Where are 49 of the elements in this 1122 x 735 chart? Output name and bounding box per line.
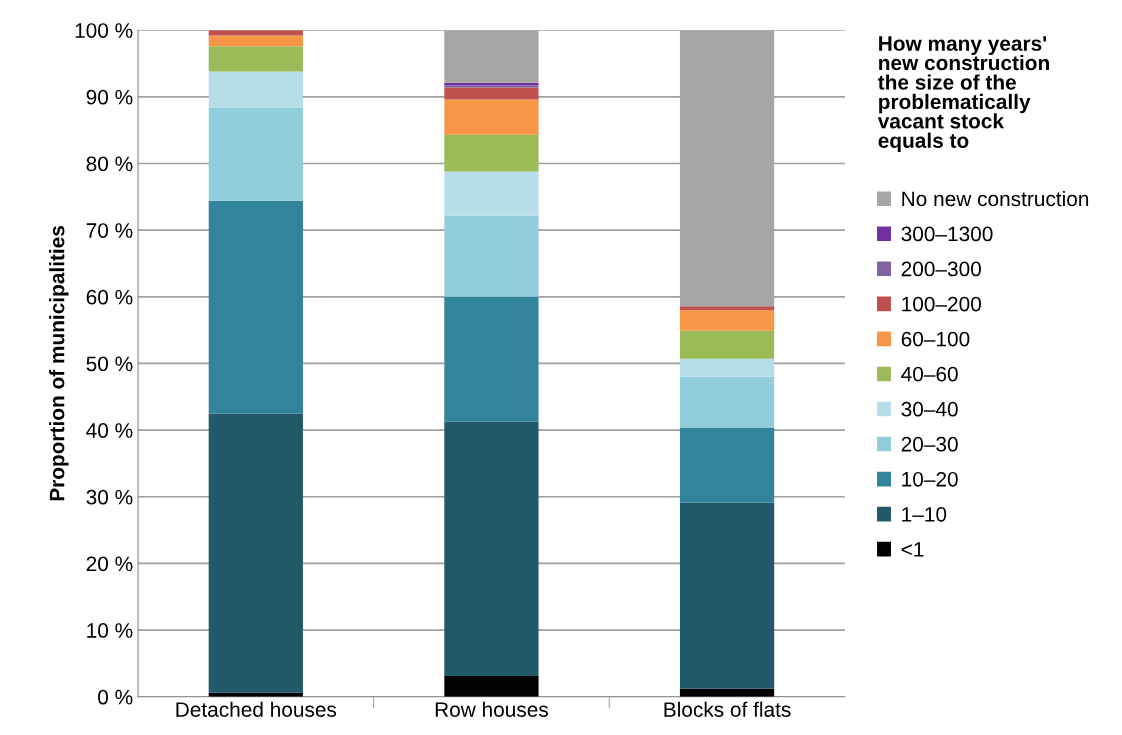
y-tick-label: 60 % [86, 289, 133, 305]
legend-label: 1–10 [902, 506, 947, 522]
bar [208, 107, 303, 201]
bar [679, 310, 775, 331]
x-tick-label: Row houses [435, 701, 549, 717]
legend-title: How many years' new construction the size of the problematically vacant stock equals to [877, 36, 1049, 153]
legend-label: No new construction [902, 190, 1089, 207]
legend-label: 60–100 [901, 331, 970, 347]
bar [208, 35, 303, 47]
legend-label: 100–200 [902, 296, 981, 312]
y-tick-label: 80 % [86, 156, 133, 172]
x-tick-label: Blocks of flats [664, 701, 791, 717]
bar [444, 676, 539, 697]
bar [679, 427, 775, 503]
legend-label: 300–1300 [901, 226, 993, 242]
bar [444, 30, 539, 83]
y-tick-label: 90 % [86, 89, 133, 105]
y-tick-label: 10 % [87, 623, 133, 638]
bar [208, 71, 303, 108]
y-tick-label: 30 % [86, 489, 133, 505]
y-axis-title: Proportion of municipalities [49, 225, 69, 501]
y-tick-label: 0 % [98, 689, 133, 705]
y-tick-label: 100 % [75, 23, 133, 38]
x-tick-label: Detached houses [176, 701, 337, 717]
bar [208, 46, 303, 72]
bar [679, 376, 775, 428]
y-tick-label: 70 % [86, 223, 133, 238]
bar [444, 215, 539, 297]
legend-label: <1 [901, 542, 924, 557]
bar [444, 296, 539, 422]
y-tick-label: 40 % [86, 423, 133, 438]
y-tick-label: 50 % [86, 356, 133, 372]
bar [679, 330, 775, 359]
bar [679, 502, 775, 689]
bar [208, 413, 303, 693]
bar [444, 421, 539, 677]
bar [444, 171, 539, 216]
y-tick-label: 20 % [86, 556, 133, 572]
bar [444, 87, 539, 100]
bar [208, 200, 303, 414]
legend-label: 10–20 [902, 471, 958, 487]
bar [679, 306, 775, 311]
legend-label: 40–60 [901, 366, 958, 382]
bar [444, 99, 539, 135]
legend-label: 20–30 [901, 436, 958, 452]
legend-label: 30–40 [901, 401, 958, 417]
bar [679, 358, 775, 377]
bar [444, 134, 539, 172]
legend-label: 200–300 [901, 261, 981, 277]
